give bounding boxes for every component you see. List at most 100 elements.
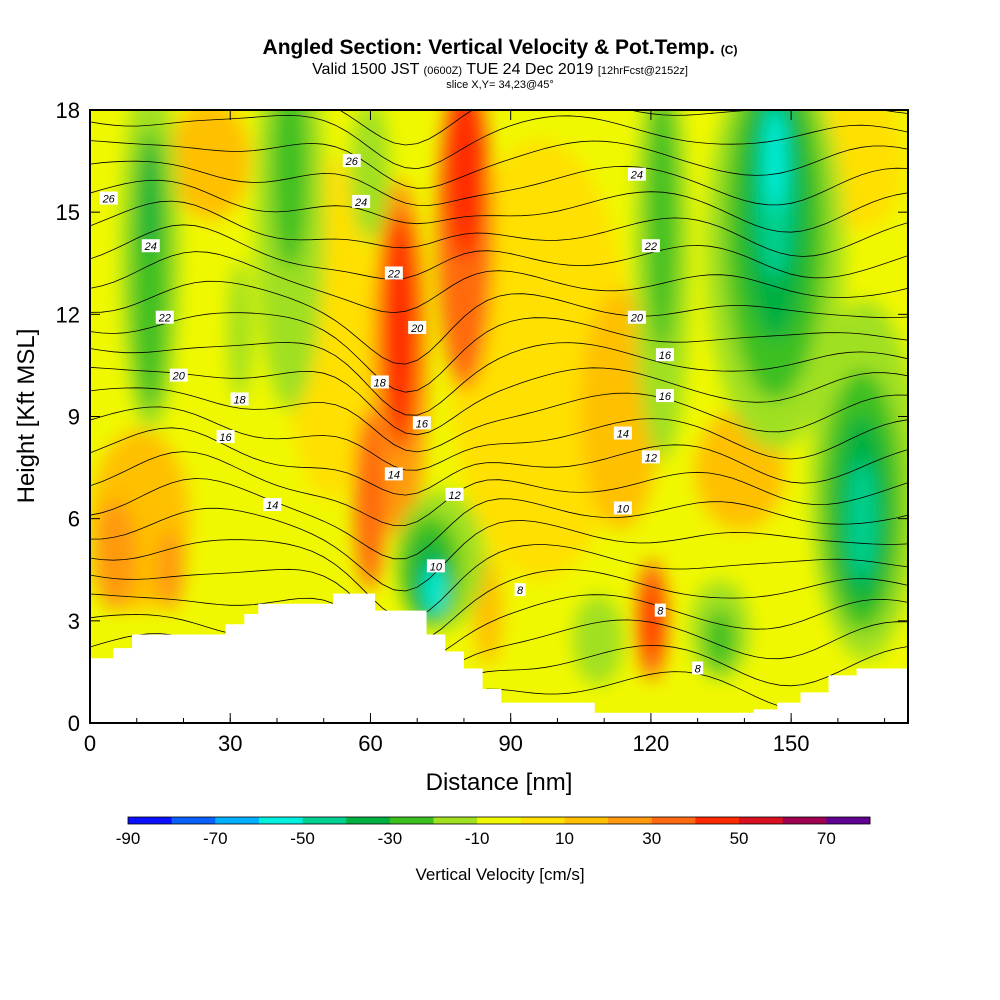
isotherm-line	[90, 200, 908, 257]
isotherm-label-bg	[627, 310, 646, 324]
isotherm-line	[90, 478, 908, 560]
colorbar-tick-label: -10	[465, 829, 490, 848]
isotherm-line	[90, 593, 908, 662]
isotherm-label-text: 24	[354, 197, 367, 209]
isotherm-label-text: 20	[630, 313, 644, 325]
velocity-blob	[156, 530, 184, 610]
isotherm-label-bg	[627, 167, 646, 181]
isotherm-line	[90, 451, 908, 526]
isotherm-label-bg	[99, 191, 118, 205]
colorbar-segment	[258, 817, 304, 824]
colorbar-tick-label: -30	[378, 829, 403, 848]
colorbar-tick-label: 70	[817, 829, 836, 848]
isotherm-label-text: 16	[219, 432, 232, 444]
colorbar-tick-label: 10	[555, 829, 574, 848]
isotherm-label: 10	[426, 559, 445, 573]
velocity-blob	[447, 110, 483, 260]
isotherm-label: 24	[627, 167, 646, 182]
isotherm-label: 12	[445, 487, 464, 502]
velocity-blob	[705, 610, 735, 670]
colorbar: -90 -70 -50 -30 -10 10 30 50 70	[116, 816, 871, 848]
isotherm-label: 8	[514, 583, 526, 597]
isotherm-label-text: 16	[416, 418, 429, 430]
colorbar-segment	[564, 817, 609, 824]
isotherm-label-text: 22	[387, 268, 400, 280]
isotherm-labels: 26 24 22 20 18 16 14 26 24 22 20 18 16 14 12 10 8 24 22 20 1…	[99, 154, 704, 676]
velocity-blob	[228, 260, 252, 400]
isotherm-label-bg	[692, 661, 704, 675]
velocity-blob	[848, 460, 876, 580]
isotherm-label: 8	[692, 661, 704, 676]
isotherm-label-text: 16	[659, 391, 672, 403]
isotherm-label-text: 24	[144, 241, 157, 253]
isotherm-label-text: 20	[410, 323, 424, 335]
colorbar-segment	[128, 817, 173, 824]
isotherm-line	[90, 160, 908, 206]
colorbar-frame	[127, 816, 871, 825]
isotherm-line	[90, 427, 908, 496]
isotherm-label: 20	[169, 368, 188, 383]
isotherm-line	[90, 179, 908, 233]
isotherm-label: 12	[641, 450, 660, 464]
chart-subtitle: Valid 1500 JST (0600Z) TUE 24 Dec 2019 […	[0, 62, 1000, 79]
velocity-blob	[573, 595, 623, 685]
colorbar-segment	[433, 817, 478, 824]
isotherm-label: 8	[654, 603, 666, 618]
isotherm-label-bg	[445, 487, 464, 501]
isotherm-label: 22	[641, 239, 660, 253]
isotherm-label-bg	[613, 501, 632, 515]
isotherm-line	[90, 387, 908, 453]
velocity-blob	[354, 410, 386, 590]
isotherm-label: 10	[613, 501, 632, 515]
isotherm-line	[90, 114, 908, 170]
colorbar-tick-label: 30	[642, 829, 661, 848]
isotherm-label: 22	[155, 310, 174, 325]
isotherm-label-bg	[263, 498, 282, 512]
isotherm-label: 18	[230, 392, 249, 406]
isotherm-label-bg	[352, 194, 371, 208]
isotherm-label: 24	[141, 239, 160, 253]
velocity-blob	[644, 580, 660, 660]
isotherm-label-text: 12	[645, 452, 657, 464]
x-tick-label: 60	[358, 731, 382, 756]
isotherm-label-text: 8	[517, 585, 524, 597]
isotherm-label: 16	[412, 416, 431, 430]
isotherm-label-text: 20	[172, 371, 186, 383]
colorbar-segment	[782, 817, 827, 824]
x-tick-label: 90	[498, 731, 522, 756]
isotherm-line	[90, 251, 908, 314]
isotherm-line	[90, 224, 908, 280]
isotherm-label: 26	[99, 191, 118, 206]
isotherm-label-bg	[384, 266, 403, 280]
isotherm-label-text: 14	[388, 469, 400, 481]
isotherm-label-text: 22	[644, 241, 657, 253]
velocity-blob	[93, 500, 137, 610]
isotherm-label: 16	[655, 348, 674, 362]
isotherm-label: 26	[342, 154, 361, 168]
isotherm-line	[90, 507, 908, 592]
isotherm-label: 20	[627, 310, 646, 325]
isotherm-label: 22	[384, 266, 403, 280]
colorbar-segment	[739, 817, 784, 824]
isotherm-label-bg	[370, 375, 389, 389]
isotherm-label: 16	[216, 429, 235, 444]
isotherm-label-text: 16	[659, 350, 672, 362]
isotherm-label-text: 24	[630, 170, 643, 182]
isotherm-label-bg	[412, 416, 431, 430]
isotherm-label-text: 10	[617, 503, 630, 515]
colorbar-segment	[302, 817, 347, 824]
isotherm-label-bg	[613, 426, 632, 440]
slice-label: slice X,Y= 34,23@45°	[446, 79, 554, 91]
y-tick-label: 12	[56, 302, 80, 327]
isotherm-label: 14	[613, 426, 632, 441]
isotherm-label-text: 26	[102, 194, 116, 206]
isotherm-label-bg	[641, 239, 660, 253]
isotherm-line	[90, 539, 908, 620]
isotherm-label-text: 18	[233, 394, 246, 406]
y-tick-label: 0	[68, 711, 80, 736]
isotherm-label-text: 22	[158, 313, 171, 325]
y-tick-label: 15	[56, 200, 80, 225]
isotherm-label: 14	[263, 498, 282, 512]
title-block: Angled Section: Vertical Velocity & Pot.…	[0, 36, 1000, 91]
